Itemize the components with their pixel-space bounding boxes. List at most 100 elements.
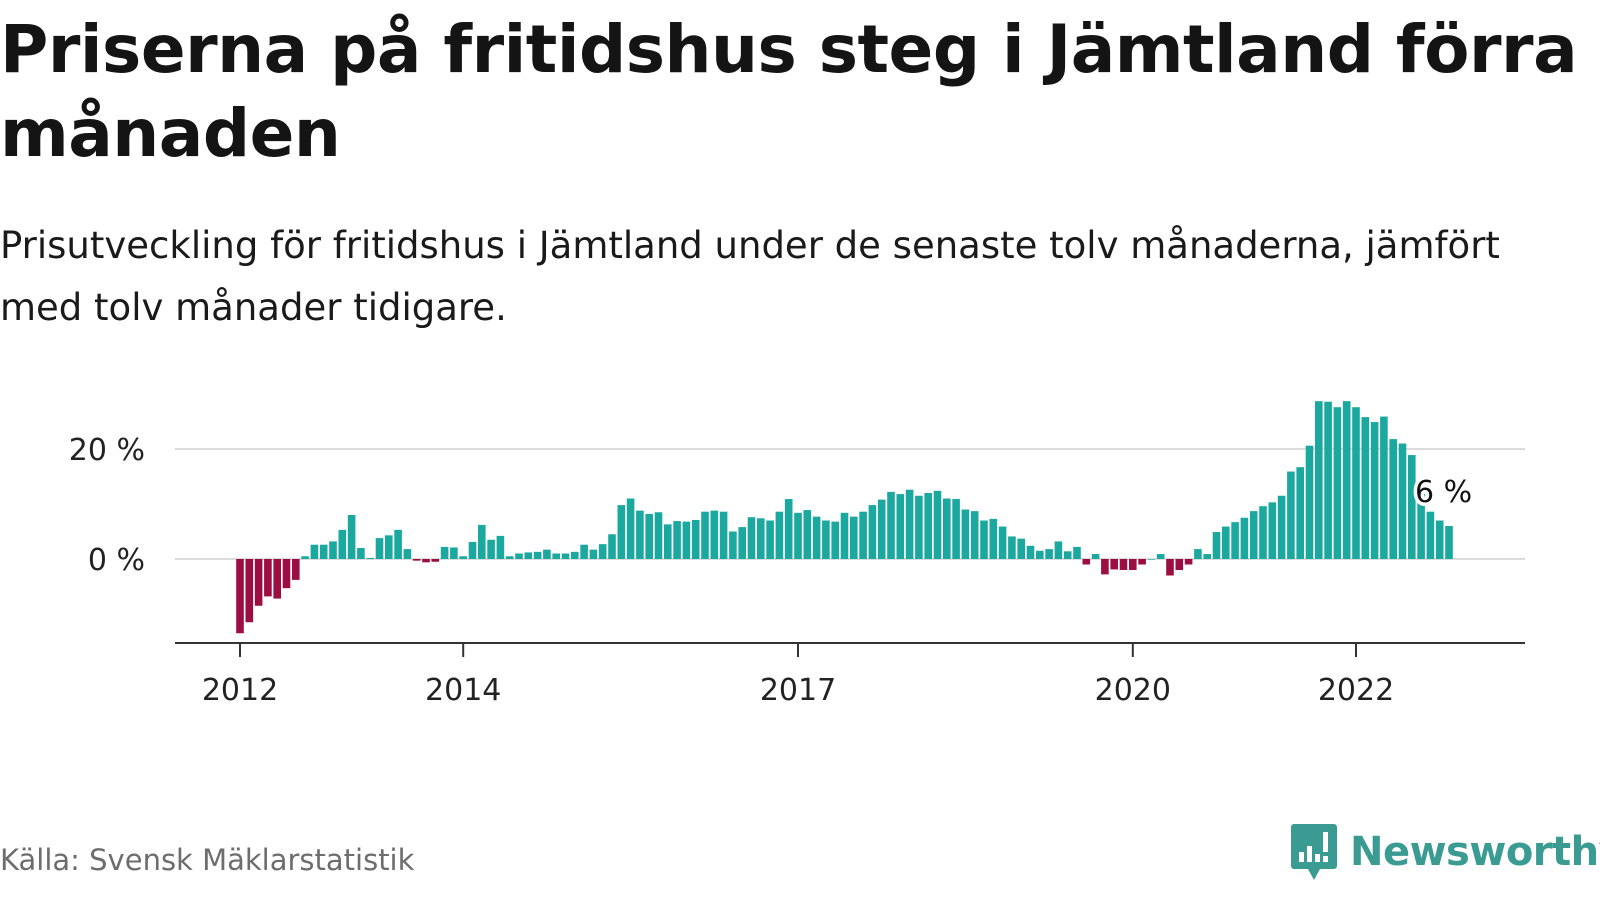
bar [1119,559,1128,570]
bar [757,518,765,559]
bar [412,559,421,561]
bar [422,559,430,563]
bar [989,518,998,559]
bar [970,511,979,559]
chart-subtitle: Prisutveckling för fritidshus i Jämtland… [0,224,1500,329]
bar [840,512,849,559]
bar [1268,502,1277,559]
bar [664,524,672,559]
bar [1380,416,1388,559]
bar [1008,536,1016,559]
bar [1063,551,1072,559]
bar [747,517,756,559]
bar [803,510,812,559]
bar [654,512,663,559]
bar [1045,549,1053,559]
bar [729,531,737,559]
bar [952,499,960,559]
bar [998,526,1007,559]
bar [794,512,802,559]
bar [1138,559,1146,565]
bar [1249,511,1258,559]
bar [915,495,923,559]
bar [1017,538,1025,559]
bar [1333,407,1342,559]
bar [245,559,254,623]
bar [533,551,542,559]
bar [301,556,309,559]
bar [487,539,495,559]
y-tick-label: 20 % [69,433,145,468]
bar [701,511,709,559]
chart-title: Priserna på fritidshus steg i Jämtland f… [0,11,1578,172]
bar [1147,559,1156,560]
bar [710,510,719,559]
bar [515,553,523,559]
bar [719,511,728,559]
bar [329,541,337,559]
bar [812,516,821,559]
bar [282,559,291,589]
brand-name: Newsworthy [1350,829,1600,875]
bar [775,511,784,559]
bar [1194,549,1202,559]
bar [868,505,877,559]
bar [859,511,867,559]
bar [589,549,598,559]
bar [784,499,793,559]
bars [236,401,1453,634]
bar [375,538,384,559]
bar [738,527,746,559]
bar [571,551,579,559]
bar [1212,532,1221,559]
bar [478,524,486,559]
bar [598,544,607,559]
bar [440,546,449,559]
bar [431,559,440,562]
bar [254,559,263,606]
bar [450,547,458,559]
bar [1222,526,1230,559]
bar [580,544,588,559]
bar [608,534,616,559]
bar [273,559,281,599]
bar [1054,541,1063,559]
bar [980,520,988,559]
last-value-label: 6 % [1415,475,1472,510]
bar [1184,559,1193,565]
x-axis [175,642,1525,657]
bar [691,519,700,559]
bar [1073,546,1081,559]
bar [561,553,570,559]
bar [1259,506,1267,559]
bar [1408,455,1416,559]
bar [1296,467,1304,559]
bar [1036,550,1044,559]
x-tick-label: 2020 [1095,673,1171,708]
bar [1231,522,1239,559]
bar [1026,545,1035,559]
brand-logo[interactable]: Newsworthy [1290,822,1600,882]
bar [961,509,970,559]
bar [617,505,626,559]
bar [310,544,319,559]
bar [1305,445,1314,559]
bar [645,513,653,559]
y-tick-label: 0 % [88,543,145,578]
bar [1370,422,1379,559]
bar [1166,559,1174,576]
bar [1082,559,1091,565]
bar [877,499,886,559]
bar [766,520,774,559]
bar [673,521,681,559]
bar [505,556,514,559]
bar [682,521,691,559]
bar [385,535,393,559]
bar [292,559,300,580]
bar [264,559,272,597]
bar [1091,554,1100,559]
bar [1361,417,1370,559]
bar [1426,511,1435,559]
bar [319,544,328,559]
